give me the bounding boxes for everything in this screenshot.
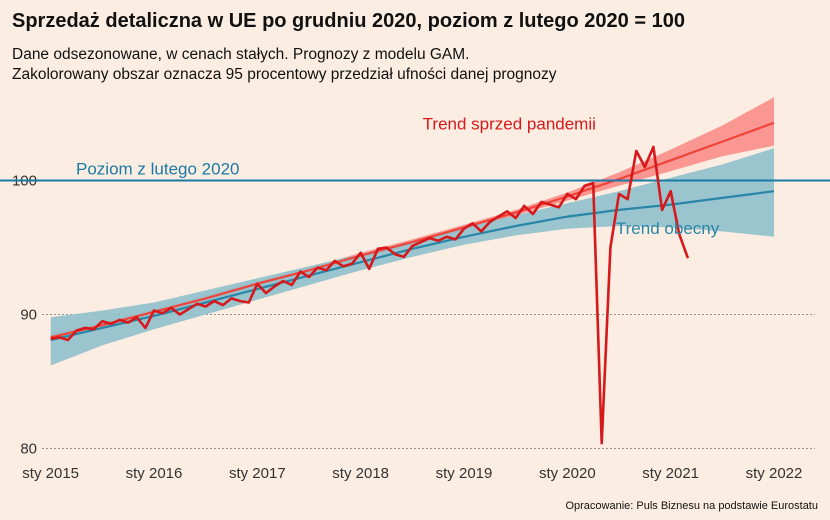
chart-subtitle-1: Dane odsezonowane, w cenach stałych. Pro… xyxy=(12,46,470,63)
current-trend-line xyxy=(50,190,775,342)
y-tick-label: 80 xyxy=(20,441,37,458)
x-tick-label: sty 2022 xyxy=(746,465,803,482)
x-tick-label: sty 2015 xyxy=(22,465,79,482)
x-tick-label: sty 2018 xyxy=(332,465,389,482)
source-note: Opracowanie: Puls Biznesu na podstawie E… xyxy=(565,500,818,512)
x-tick-label: sty 2021 xyxy=(642,465,699,482)
x-tick-label: sty 2016 xyxy=(126,465,183,482)
x-tick-label: sty 2019 xyxy=(436,465,493,482)
current-trend-label: Trend obecny xyxy=(616,219,720,238)
actual-sales-line xyxy=(50,145,690,445)
pre-trend-label: Trend sprzed pandemii xyxy=(423,114,596,133)
chart-title: Sprzedaż detaliczna w UE po grudniu 2020… xyxy=(12,10,685,32)
y-tick-label: 90 xyxy=(20,307,37,324)
chart-subtitle-2: Zakolorowany obszar oznacza 95 procentow… xyxy=(12,66,557,83)
x-tick-label: sty 2017 xyxy=(229,465,286,482)
reference-line-label: Poziom z lutego 2020 xyxy=(76,159,240,178)
x-tick-label: sty 2020 xyxy=(539,465,596,482)
